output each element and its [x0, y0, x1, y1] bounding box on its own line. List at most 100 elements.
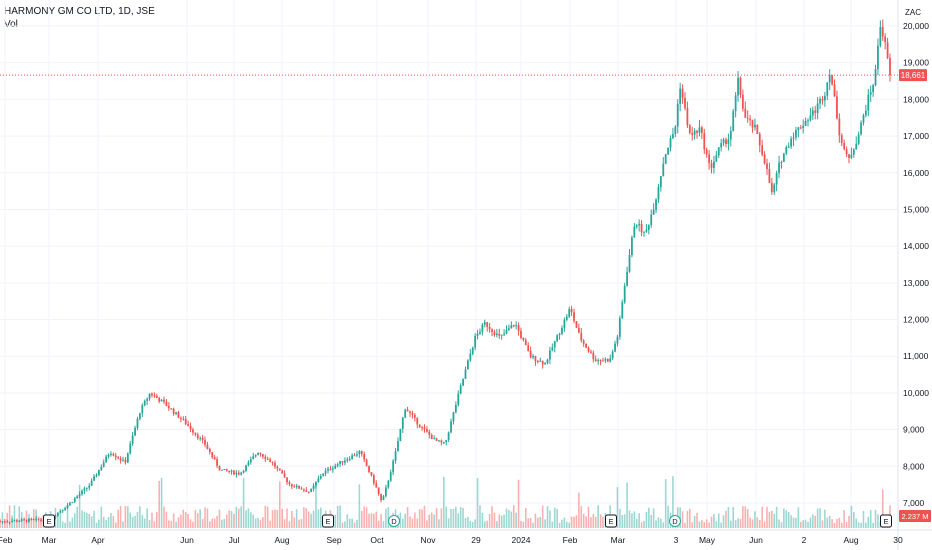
volume-bar: [619, 509, 621, 528]
candle-body: [322, 473, 325, 477]
candle-body: [659, 176, 662, 188]
y-tick-label: 8,000: [903, 461, 925, 471]
candle-body: [508, 328, 510, 331]
volume-bar: [442, 476, 445, 528]
candle-body: [532, 355, 534, 358]
volume-bar: [136, 512, 139, 528]
volume-bar: [773, 513, 776, 528]
volume-bar: [761, 506, 763, 528]
candle-body: [474, 335, 477, 348]
volume-label: Vol: [4, 19, 18, 30]
candle-body: [8, 521, 11, 523]
candle-body: [177, 412, 180, 418]
currency-badge[interactable]: ZAC: [905, 8, 921, 17]
candle-body: [483, 322, 486, 325]
candle-body: [413, 415, 416, 418]
volume-bar: [117, 509, 119, 528]
x-tick-label: May: [699, 535, 716, 545]
candle-body: [611, 351, 614, 359]
event-marker-label: D: [672, 517, 678, 526]
candle-body: [782, 153, 785, 162]
candle-body: [833, 84, 836, 97]
volume-bar: [520, 521, 522, 528]
candle-body: [397, 441, 399, 452]
volume-bar: [727, 507, 730, 528]
volume-bar: [450, 509, 452, 528]
volume-bar: [180, 514, 182, 528]
candle-body: [6, 521, 9, 523]
volume-bar: [566, 521, 568, 528]
candle-body: [380, 493, 382, 500]
candle-body: [823, 95, 826, 101]
volume-bar: [855, 518, 858, 528]
volume-bar: [353, 522, 356, 528]
candle-body: [884, 36, 887, 43]
volume-bar: [551, 521, 554, 528]
volume-bar: [242, 478, 245, 528]
volume-bar: [730, 520, 732, 528]
candle-body: [580, 332, 583, 341]
candle-body: [676, 103, 679, 127]
candle-body: [645, 229, 648, 232]
candle-body: [348, 458, 351, 460]
volume-bar: [131, 516, 134, 528]
candle-body: [488, 327, 491, 330]
volume-bar: [18, 506, 21, 528]
candle-body: [727, 139, 730, 144]
candle-body: [300, 488, 303, 490]
volume-bar: [544, 519, 546, 528]
volume-bar: [281, 508, 283, 528]
candle-body: [879, 27, 882, 46]
candle-body: [527, 345, 530, 351]
volume-bar: [474, 519, 476, 528]
volume-bar: [580, 506, 583, 528]
candle-body: [416, 417, 419, 425]
candle-body: [25, 519, 28, 522]
volume-bar: [414, 512, 416, 528]
candle-body: [804, 120, 807, 126]
volume-bar: [621, 515, 624, 528]
candle-body: [811, 110, 814, 116]
candle-body: [524, 340, 527, 346]
candle-body: [290, 484, 293, 487]
volume-bar: [411, 518, 414, 528]
volume-bar: [691, 522, 694, 528]
candle-body: [594, 359, 597, 362]
candle-body: [158, 397, 161, 402]
volume-bar: [652, 508, 655, 528]
dividend-marker: [388, 515, 400, 527]
volume-bar: [20, 512, 23, 528]
candle-body: [105, 456, 108, 463]
candle-body: [495, 333, 498, 335]
volume-bar: [98, 519, 100, 528]
volume-bar: [192, 521, 194, 528]
volume-bar: [182, 509, 185, 528]
candle-body: [382, 496, 385, 500]
candle-body: [886, 42, 889, 58]
candle-body: [807, 120, 809, 122]
candle-body: [467, 360, 469, 370]
volume-bar: [537, 517, 539, 528]
volume-bar: [312, 510, 315, 528]
volume-bar: [421, 509, 423, 528]
volume-bar: [310, 513, 312, 528]
volume-bar: [78, 484, 81, 528]
volume-bar: [631, 513, 633, 528]
volume-bar: [213, 518, 216, 528]
candle-body: [385, 487, 387, 497]
x-tick-label: 29: [471, 535, 481, 545]
volume-bar: [172, 513, 175, 528]
volume-bar: [734, 520, 737, 528]
volume-bar: [872, 522, 874, 528]
volume-bar: [874, 509, 877, 528]
volume-bar: [418, 509, 421, 528]
candle-body: [754, 124, 756, 128]
candle-body: [570, 309, 573, 313]
candle-body: [71, 502, 74, 504]
volume-bar: [742, 506, 744, 528]
x-tick-label: Mar: [42, 535, 57, 545]
candle-body: [56, 512, 59, 516]
candle-body: [216, 459, 218, 466]
candle-body: [298, 485, 300, 489]
